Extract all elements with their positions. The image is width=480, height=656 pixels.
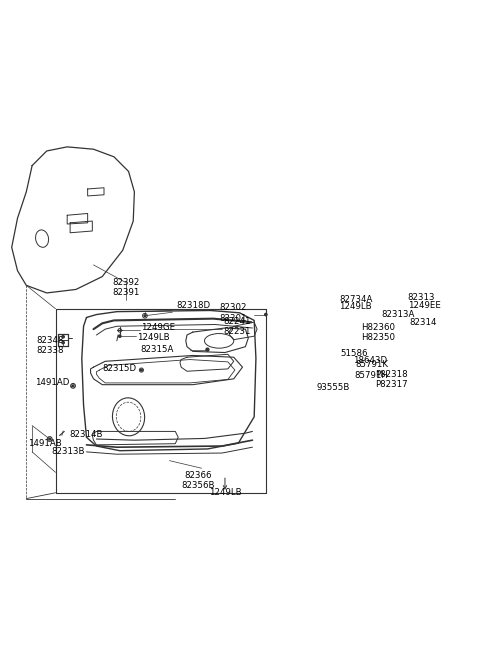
Text: 82313: 82313: [408, 293, 435, 302]
Text: 1491AD: 1491AD: [35, 379, 70, 388]
Text: 51586: 51586: [340, 349, 368, 358]
Circle shape: [144, 315, 146, 317]
Text: P82318
P82317: P82318 P82317: [375, 370, 408, 389]
Text: 1249GE: 1249GE: [141, 323, 175, 333]
Circle shape: [72, 385, 74, 387]
Circle shape: [347, 379, 349, 382]
Text: 1249LB: 1249LB: [339, 302, 372, 312]
Text: 82302
82301: 82302 82301: [220, 303, 247, 323]
Circle shape: [119, 335, 121, 337]
Text: 82314B: 82314B: [69, 430, 102, 439]
Text: 82314: 82314: [409, 318, 436, 327]
Text: 82366
82356B: 82366 82356B: [181, 470, 215, 490]
Circle shape: [49, 438, 50, 440]
Text: 82734A: 82734A: [339, 295, 372, 304]
Circle shape: [315, 337, 316, 338]
Circle shape: [206, 348, 209, 351]
Text: 1249LB: 1249LB: [209, 488, 241, 497]
Text: 1249LB: 1249LB: [137, 333, 169, 342]
Circle shape: [283, 306, 286, 310]
Text: 82392
82391: 82392 82391: [112, 277, 139, 297]
Circle shape: [388, 316, 389, 318]
Text: 85791K
85791H: 85791K 85791H: [355, 360, 388, 380]
Circle shape: [141, 369, 142, 371]
Circle shape: [296, 388, 298, 390]
Text: 1249EE: 1249EE: [408, 301, 441, 310]
Text: 82315A: 82315A: [141, 345, 174, 354]
Text: 82315D: 82315D: [103, 364, 137, 373]
Circle shape: [264, 314, 267, 316]
Text: 82241
82231: 82241 82231: [224, 317, 252, 336]
Circle shape: [352, 379, 355, 382]
Text: 1491AB: 1491AB: [28, 439, 62, 447]
Text: 82313A: 82313A: [381, 310, 414, 319]
Text: 82318D: 82318D: [177, 302, 211, 310]
Text: 93555B: 93555B: [317, 383, 350, 392]
Text: H82360
H82350: H82360 H82350: [361, 323, 395, 342]
Text: 18643D: 18643D: [353, 356, 388, 365]
Circle shape: [62, 336, 64, 338]
Circle shape: [62, 341, 64, 344]
Text: 82348
82338: 82348 82338: [36, 336, 64, 356]
Text: 82313B: 82313B: [51, 447, 85, 457]
